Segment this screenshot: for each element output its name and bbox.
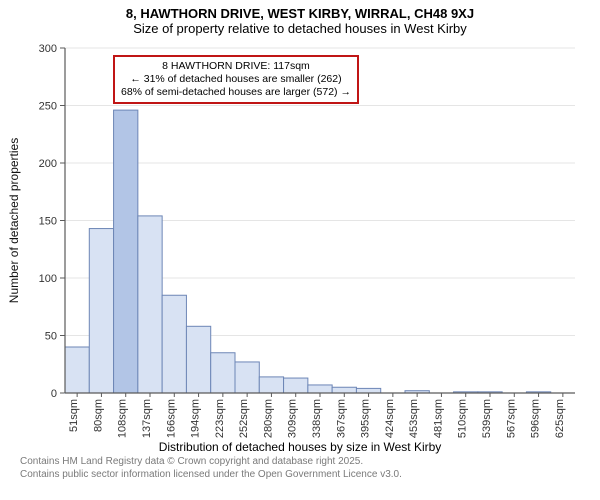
svg-text:596sqm: 596sqm xyxy=(530,399,542,438)
svg-text:200: 200 xyxy=(39,158,57,170)
svg-text:510sqm: 510sqm xyxy=(457,399,469,438)
svg-text:Number of detached properties: Number of detached properties xyxy=(7,138,21,303)
chart-title-main: 8, HAWTHORN DRIVE, WEST KIRBY, WIRRAL, C… xyxy=(0,0,600,21)
svg-text:223sqm: 223sqm xyxy=(214,399,226,438)
svg-text:539sqm: 539sqm xyxy=(481,399,493,438)
chart-title-sub: Size of property relative to detached ho… xyxy=(0,21,600,38)
svg-text:50: 50 xyxy=(45,331,57,343)
callout-line-1: 8 HAWTHORN DRIVE: 117sqm xyxy=(121,60,351,73)
svg-text:367sqm: 367sqm xyxy=(335,399,347,438)
svg-text:625sqm: 625sqm xyxy=(554,399,566,438)
callout-box: 8 HAWTHORN DRIVE: 117sqm ← 31% of detach… xyxy=(113,55,359,104)
svg-text:453sqm: 453sqm xyxy=(408,399,420,438)
svg-text:338sqm: 338sqm xyxy=(311,399,323,438)
callout-line-3: 68% of semi-detached houses are larger (… xyxy=(121,86,351,99)
svg-text:424sqm: 424sqm xyxy=(384,399,396,438)
x-axis-title: Distribution of detached houses by size … xyxy=(0,440,600,454)
svg-text:567sqm: 567sqm xyxy=(505,399,517,438)
svg-text:481sqm: 481sqm xyxy=(432,399,444,438)
svg-text:194sqm: 194sqm xyxy=(190,399,202,438)
svg-text:252sqm: 252sqm xyxy=(238,399,250,438)
svg-text:309sqm: 309sqm xyxy=(287,399,299,438)
callout-line-2: ← 31% of detached houses are smaller (26… xyxy=(121,73,351,86)
footer-line-2: Contains public sector information licen… xyxy=(20,469,600,482)
svg-text:166sqm: 166sqm xyxy=(165,399,177,438)
svg-text:250: 250 xyxy=(39,101,57,113)
svg-text:108sqm: 108sqm xyxy=(117,399,129,438)
svg-text:51sqm: 51sqm xyxy=(68,399,80,432)
svg-text:300: 300 xyxy=(39,43,57,55)
footer-line-1: Contains HM Land Registry data © Crown c… xyxy=(20,456,600,469)
svg-text:395sqm: 395sqm xyxy=(360,399,372,438)
svg-text:80sqm: 80sqm xyxy=(92,399,104,432)
svg-text:137sqm: 137sqm xyxy=(141,399,153,438)
svg-text:100: 100 xyxy=(39,273,57,285)
svg-text:0: 0 xyxy=(51,388,57,400)
svg-text:150: 150 xyxy=(39,216,57,228)
svg-text:280sqm: 280sqm xyxy=(262,399,274,438)
